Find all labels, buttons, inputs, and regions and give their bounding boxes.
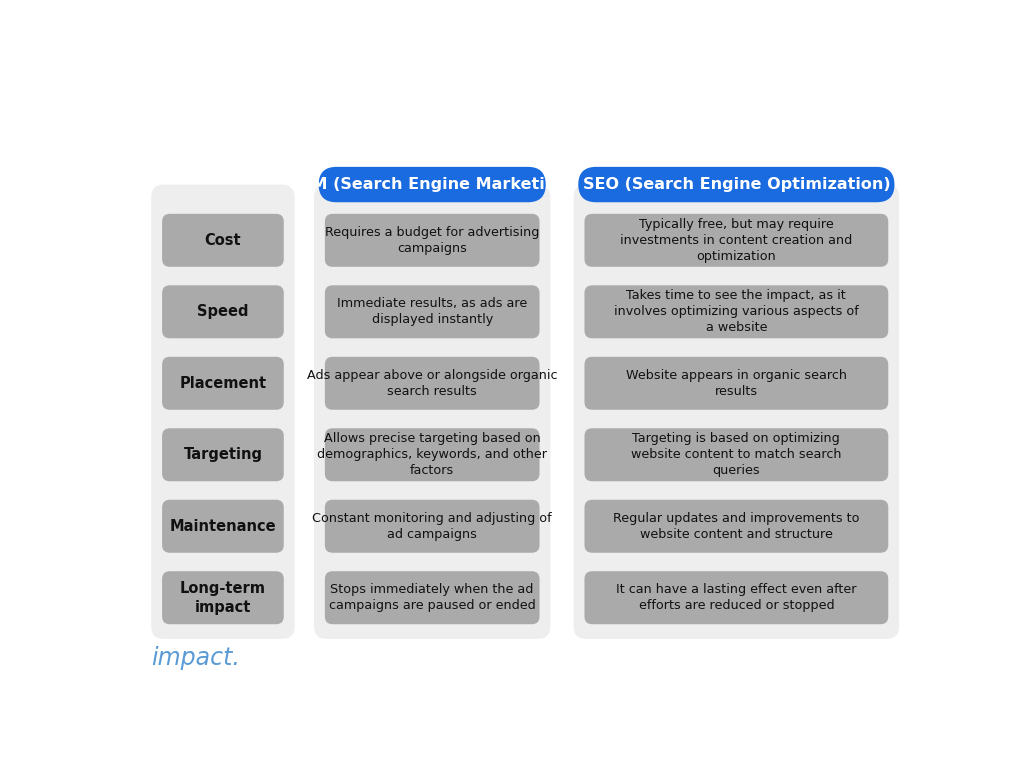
Text: Typically free, but may require
investments in content creation and
optimization: Typically free, but may require investme… <box>621 218 853 263</box>
FancyBboxPatch shape <box>585 571 888 624</box>
Text: Regular updates and improvements to
website content and structure: Regular updates and improvements to webs… <box>613 511 859 541</box>
FancyBboxPatch shape <box>162 285 284 338</box>
FancyBboxPatch shape <box>325 500 540 553</box>
FancyBboxPatch shape <box>325 357 540 410</box>
FancyBboxPatch shape <box>325 429 540 482</box>
Text: Takes time to see the impact, as it
involves optimizing various aspects of
a web: Takes time to see the impact, as it invo… <box>614 290 859 334</box>
FancyBboxPatch shape <box>585 429 888 482</box>
FancyBboxPatch shape <box>162 214 284 266</box>
FancyBboxPatch shape <box>585 214 888 266</box>
Text: Ads appear above or alongside organic
search results: Ads appear above or alongside organic se… <box>307 369 557 398</box>
Text: Stops immediately when the ad
campaigns are paused or ended: Stops immediately when the ad campaigns … <box>329 583 536 612</box>
Text: Constant monitoring and adjusting of
ad campaigns: Constant monitoring and adjusting of ad … <box>312 511 552 541</box>
Text: Maintenance: Maintenance <box>170 518 276 534</box>
FancyBboxPatch shape <box>585 285 888 338</box>
FancyBboxPatch shape <box>314 184 550 639</box>
FancyBboxPatch shape <box>162 357 284 410</box>
FancyBboxPatch shape <box>162 429 284 482</box>
FancyBboxPatch shape <box>318 167 546 202</box>
Text: Placement: Placement <box>179 376 266 391</box>
Text: Speed: Speed <box>198 304 249 319</box>
Text: Immediate results, as ads are
displayed instantly: Immediate results, as ads are displayed … <box>337 297 527 326</box>
FancyBboxPatch shape <box>325 285 540 338</box>
FancyBboxPatch shape <box>325 571 540 624</box>
FancyBboxPatch shape <box>579 167 895 202</box>
Text: Website appears in organic search
results: Website appears in organic search result… <box>626 369 847 398</box>
FancyBboxPatch shape <box>162 571 284 624</box>
Text: It can have a lasting effect even after
efforts are reduced or stopped: It can have a lasting effect even after … <box>616 583 857 612</box>
FancyBboxPatch shape <box>325 214 540 266</box>
Text: Allows precise targeting based on
demographics, keywords, and other
factors: Allows precise targeting based on demogr… <box>317 432 547 477</box>
Text: Long-term
impact: Long-term impact <box>180 581 266 614</box>
Text: Targeting is based on optimizing
website content to match search
queries: Targeting is based on optimizing website… <box>631 432 842 477</box>
Text: Requires a budget for advertising
campaigns: Requires a budget for advertising campai… <box>325 226 540 255</box>
FancyBboxPatch shape <box>152 184 295 639</box>
Text: SEO (Search Engine Optimization): SEO (Search Engine Optimization) <box>583 177 890 192</box>
Text: Cost: Cost <box>205 233 242 248</box>
FancyBboxPatch shape <box>162 500 284 553</box>
FancyBboxPatch shape <box>585 500 888 553</box>
FancyBboxPatch shape <box>573 184 899 639</box>
FancyBboxPatch shape <box>585 357 888 410</box>
Text: SEM (Search Engine Marketing): SEM (Search Engine Marketing) <box>289 177 575 192</box>
Text: Targeting: Targeting <box>183 447 262 462</box>
Text: impact.: impact. <box>152 646 240 670</box>
